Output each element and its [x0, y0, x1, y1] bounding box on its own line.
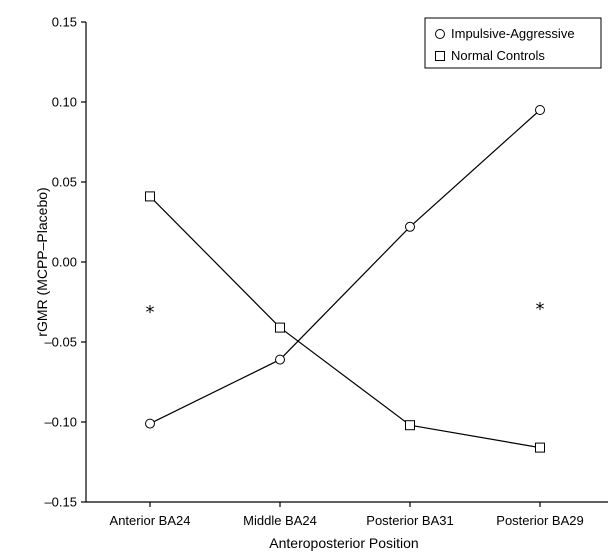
- data-point-circle: [145, 418, 155, 429]
- y-tick-label: 0.00: [52, 255, 77, 270]
- series-line: [149, 195, 541, 449]
- x-tick-label: Middle BA24: [243, 513, 317, 528]
- y-axis-title: rGMR (MCPP–Placebo): [34, 187, 50, 336]
- annotations: * *: [146, 299, 545, 323]
- y-tick-label: 0.15: [52, 15, 77, 30]
- legend-label-normal-controls: Normal Controls: [451, 48, 545, 63]
- x-tick-label: Posterior BA31: [366, 513, 453, 528]
- data-point-square: [405, 420, 415, 431]
- data-markers: [145, 105, 545, 453]
- significance-asterisk: *: [146, 302, 155, 323]
- series-lines: [149, 109, 541, 449]
- series-line: [149, 109, 541, 425]
- data-point-square: [535, 442, 545, 453]
- y-tick-label: –0.15: [44, 495, 77, 510]
- legend: Impulsive-Aggressive Normal Controls: [424, 17, 602, 69]
- y-tick-label: 0.10: [52, 95, 77, 110]
- legend-box: [424, 17, 602, 69]
- significance-asterisk: *: [536, 299, 545, 320]
- legend-circle-marker: [435, 29, 445, 39]
- x-axis-ticks: Anterior BA24 Middle BA24 Posterior BA31 Po…: [110, 502, 584, 528]
- data-point-square: [275, 322, 285, 333]
- x-axis-title: Anteroposterior Position: [269, 535, 418, 551]
- axes: [85, 22, 608, 503]
- legend-square-marker: [435, 51, 445, 61]
- data-point-circle: [405, 221, 415, 232]
- y-tick-label: –0.10: [44, 415, 77, 430]
- data-point-circle: [535, 105, 545, 115]
- x-tick-label: Anterior BA24: [110, 513, 191, 528]
- legend-label-impulsive-aggressive: Impulsive-Aggressive: [451, 26, 575, 41]
- y-tick-label: 0.05: [52, 175, 77, 190]
- y-tick-label: –0.05: [44, 335, 77, 350]
- data-point-circle: [275, 354, 285, 365]
- x-tick-label: Posterior BA29: [496, 513, 583, 528]
- y-axis-ticks: –0.15 –0.10 –0.05 0.00 0.05 0.10 0.15: [44, 15, 86, 510]
- data-point-square: [145, 191, 155, 202]
